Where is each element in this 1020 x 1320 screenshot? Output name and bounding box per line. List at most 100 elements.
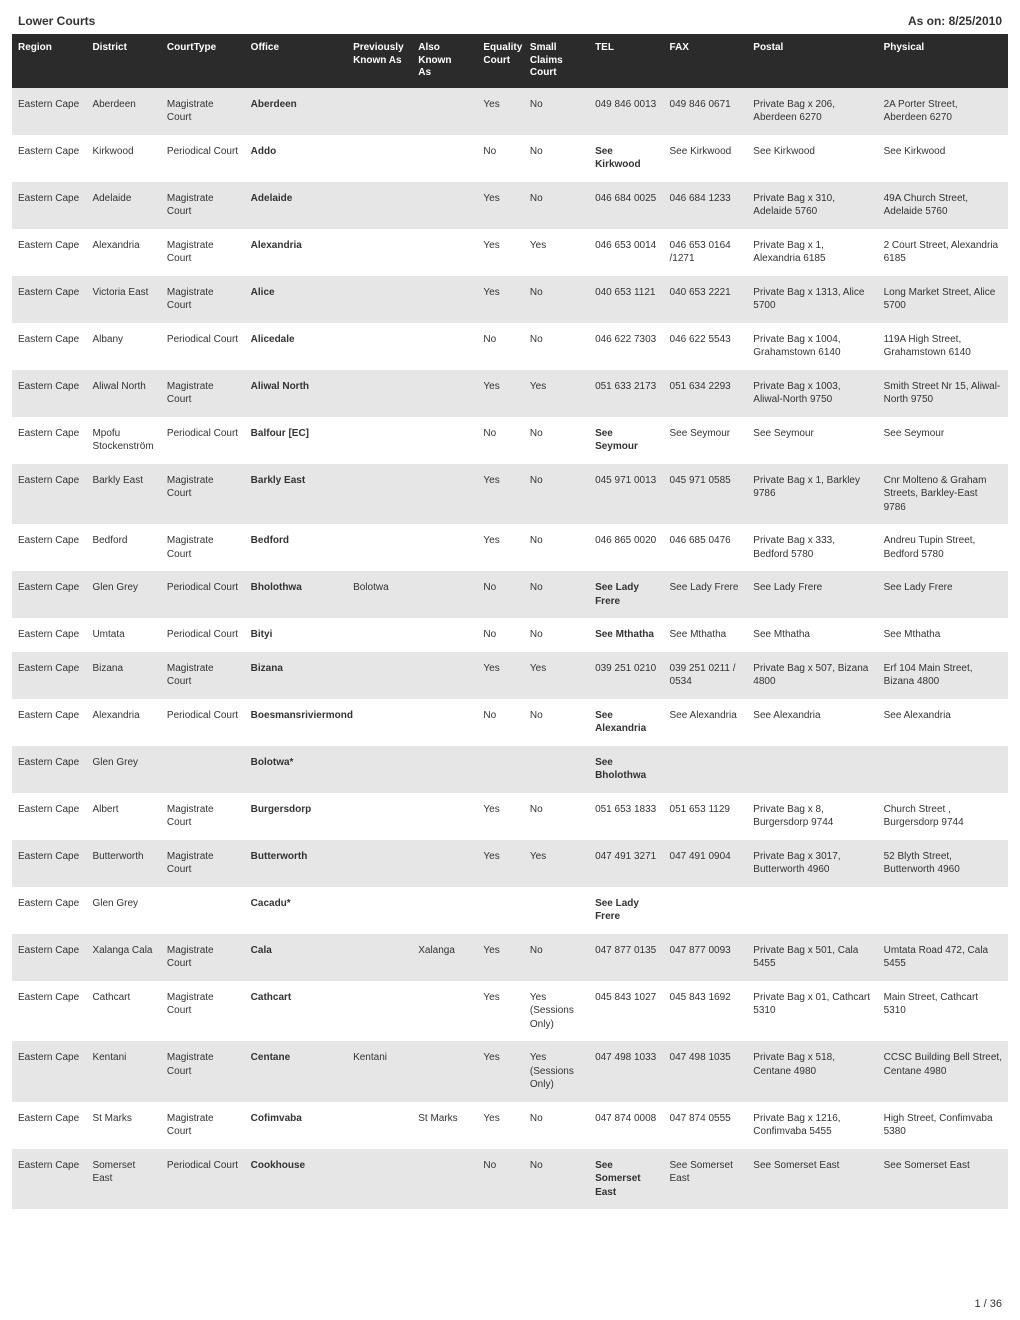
cell-sc: No — [524, 88, 589, 135]
cell-office: Aberdeen — [245, 88, 347, 135]
cell-district: Xalanga Cala — [86, 934, 160, 981]
cell-office: Cala — [245, 934, 347, 981]
cell-eq: Yes — [477, 652, 524, 699]
cell-district: Barkly East — [86, 464, 160, 525]
cell-physical: Main Street, Cathcart 5310 — [878, 981, 1008, 1042]
cell-aka — [412, 323, 477, 370]
cell-ctype: Magistrate Court — [161, 652, 245, 699]
cell-region: Eastern Cape — [12, 323, 86, 370]
cell-fax: See Somerset East — [664, 1149, 748, 1210]
cell-tel: 047 498 1033 — [589, 1041, 663, 1102]
cell-eq: No — [477, 135, 524, 182]
cell-aka — [412, 229, 477, 276]
cell-postal: Private Bag x 501, Cala 5455 — [747, 934, 877, 981]
cell-office: Alice — [245, 276, 347, 323]
cell-region: Eastern Cape — [12, 135, 86, 182]
cell-prev — [347, 934, 412, 981]
cell-physical: Smith Street Nr 15, Aliwal-North 9750 — [878, 370, 1008, 417]
cell-ctype: Magistrate Court — [161, 981, 245, 1042]
cell-region: Eastern Cape — [12, 571, 86, 618]
cell-aka — [412, 571, 477, 618]
cell-prev — [347, 323, 412, 370]
cell-aka — [412, 887, 477, 934]
cell-aka — [412, 524, 477, 571]
col-header-eq: EqualityCourt — [477, 34, 524, 88]
cell-prev: Kentani — [347, 1041, 412, 1102]
cell-fax: 040 653 2221 — [664, 276, 748, 323]
col-header-ctype: CourtType — [161, 34, 245, 88]
cell-ctype: Periodical Court — [161, 699, 245, 746]
cell-postal: Private Bag x 1216, Confimvaba 5455 — [747, 1102, 877, 1149]
cell-postal: See Mthatha — [747, 618, 877, 652]
cell-tel: 047 874 0008 — [589, 1102, 663, 1149]
cell-tel: See Somerset East — [589, 1149, 663, 1210]
table-row: Eastern CapeAlbanyPeriodical CourtAliced… — [12, 323, 1008, 370]
cell-sc — [524, 887, 589, 934]
cell-physical: 52 Blyth Street, Butterworth 4960 — [878, 840, 1008, 887]
cell-prev — [347, 1102, 412, 1149]
cell-ctype: Magistrate Court — [161, 88, 245, 135]
cell-sc: No — [524, 618, 589, 652]
cell-sc: No — [524, 699, 589, 746]
cell-aka: Xalanga — [412, 934, 477, 981]
cell-fax: See Seymour — [664, 417, 748, 464]
cell-physical: Church Street , Burgersdorp 9744 — [878, 793, 1008, 840]
cell-district: Umtata — [86, 618, 160, 652]
cell-fax: 045 843 1692 — [664, 981, 748, 1042]
cell-district: Glen Grey — [86, 887, 160, 934]
cell-eq: No — [477, 618, 524, 652]
cell-tel: 046 865 0020 — [589, 524, 663, 571]
cell-region: Eastern Cape — [12, 88, 86, 135]
cell-fax: See Kirkwood — [664, 135, 748, 182]
cell-fax: 046 622 5543 — [664, 323, 748, 370]
cell-fax: 046 684 1233 — [664, 182, 748, 229]
table-row: Eastern CapeAlbertMagistrate CourtBurger… — [12, 793, 1008, 840]
cell-physical: Long Market Street, Alice 5700 — [878, 276, 1008, 323]
cell-region: Eastern Cape — [12, 793, 86, 840]
cell-district: Butterworth — [86, 840, 160, 887]
cell-tel: 046 622 7303 — [589, 323, 663, 370]
page-footer: 1 / 36 — [974, 1298, 1002, 1310]
cell-eq: Yes — [477, 840, 524, 887]
cell-eq — [477, 746, 524, 793]
cell-ctype: Periodical Court — [161, 417, 245, 464]
cell-aka — [412, 370, 477, 417]
cell-district: Adelaide — [86, 182, 160, 229]
cell-fax: See Mthatha — [664, 618, 748, 652]
cell-ctype: Magistrate Court — [161, 182, 245, 229]
cell-aka — [412, 417, 477, 464]
cell-ctype: Periodical Court — [161, 1149, 245, 1210]
cell-physical: See Alexandria — [878, 699, 1008, 746]
cell-district: Cathcart — [86, 981, 160, 1042]
cell-prev — [347, 1149, 412, 1210]
table-row: Eastern CapeGlen GreyCacadu*See Lady Fre… — [12, 887, 1008, 934]
cell-district: St Marks — [86, 1102, 160, 1149]
cell-office: Bityi — [245, 618, 347, 652]
cell-aka — [412, 1149, 477, 1210]
cell-sc: No — [524, 323, 589, 370]
cell-office: Addo — [245, 135, 347, 182]
cell-region: Eastern Cape — [12, 934, 86, 981]
cell-sc: No — [524, 182, 589, 229]
cell-physical: 49A Church Street, Adelaide 5760 — [878, 182, 1008, 229]
cell-region: Eastern Cape — [12, 229, 86, 276]
cell-physical: Andreu Tupin Street, Bedford 5780 — [878, 524, 1008, 571]
cell-district: Aberdeen — [86, 88, 160, 135]
cell-fax: 039 251 0211 / 0534 — [664, 652, 748, 699]
cell-aka — [412, 135, 477, 182]
cell-prev — [347, 652, 412, 699]
cell-district: Bizana — [86, 652, 160, 699]
cell-physical — [878, 887, 1008, 934]
cell-region: Eastern Cape — [12, 464, 86, 525]
cell-prev — [347, 88, 412, 135]
cell-office: Boesmansriviermond — [245, 699, 347, 746]
cell-physical: See Somerset East — [878, 1149, 1008, 1210]
cell-fax: See Alexandria — [664, 699, 748, 746]
cell-tel: See Bholothwa — [589, 746, 663, 793]
cell-postal: Private Bag x 8, Burgersdorp 9744 — [747, 793, 877, 840]
cell-aka — [412, 793, 477, 840]
cell-tel: 045 971 0013 — [589, 464, 663, 525]
cell-eq — [477, 887, 524, 934]
cell-eq: Yes — [477, 229, 524, 276]
cell-region: Eastern Cape — [12, 699, 86, 746]
